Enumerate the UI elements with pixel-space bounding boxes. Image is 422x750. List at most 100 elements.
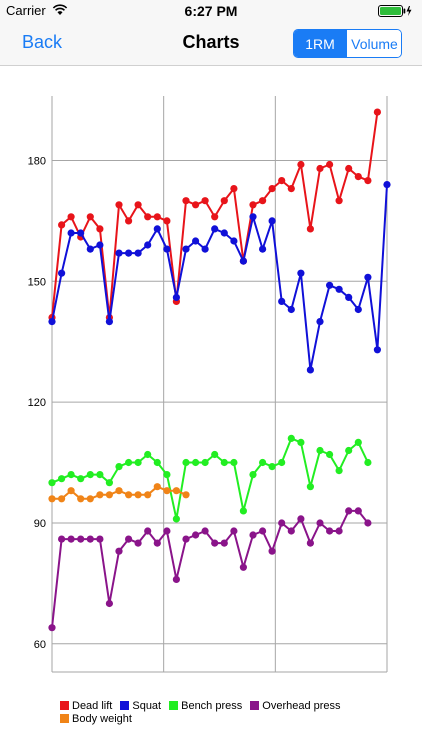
- overhead-press-point: [153, 539, 161, 547]
- back-button[interactable]: Back: [22, 32, 63, 52]
- bench-press-point: [48, 479, 56, 487]
- overhead-press-point: [48, 624, 56, 632]
- dead-lift-point: [230, 185, 238, 193]
- bench-press-point: [364, 458, 372, 467]
- legend-item: Dead lift: [60, 700, 112, 712]
- squat-point: [268, 217, 276, 225]
- bench-press-point: [345, 446, 353, 455]
- overhead-press-point: [364, 519, 372, 527]
- body-weight-point: [86, 495, 94, 503]
- carrier-label: Carrier: [6, 3, 46, 18]
- body-weight-point: [172, 487, 180, 495]
- squat-point: [373, 346, 381, 354]
- body-weight-point: [115, 487, 123, 495]
- body-weight-point: [125, 491, 133, 499]
- squat-point: [239, 257, 247, 265]
- battery-icon: [378, 5, 412, 17]
- y-tick-label: 150: [28, 276, 46, 288]
- body-weight-point: [67, 487, 75, 495]
- dead-lift-point: [153, 213, 161, 221]
- overhead-press-point: [354, 507, 362, 515]
- bench-press-point: [96, 471, 104, 479]
- dead-lift-point: [211, 213, 219, 221]
- overhead-press-point: [67, 535, 75, 543]
- body-weight-point: [153, 483, 161, 491]
- overhead-press-point: [125, 535, 133, 543]
- overhead-press-point: [239, 563, 247, 571]
- legend-label: Overhead press: [262, 699, 341, 712]
- segment-1rm[interactable]: 1RM: [294, 30, 347, 57]
- squat-point: [182, 245, 190, 253]
- bench-press-point: [192, 458, 200, 467]
- segment-volume[interactable]: Volume: [347, 30, 401, 57]
- overhead-press-point: [192, 531, 200, 539]
- bench-press-point: [125, 458, 133, 467]
- legend-label: Dead lift: [72, 699, 113, 712]
- squat-point: [201, 245, 209, 253]
- squat-point: [335, 285, 343, 293]
- overhead-press-point: [335, 527, 343, 535]
- bench-press-point: [211, 450, 219, 459]
- overhead-press-point: [134, 539, 142, 547]
- bench-press-point: [201, 458, 209, 467]
- dead-lift-point: [125, 217, 133, 225]
- bench-press-point: [335, 467, 343, 475]
- dead-lift-point: [306, 225, 314, 233]
- status-bar: Carrier 6:27 PM: [0, 0, 422, 22]
- legend-row: Dead lift Squat Bench press Overhead press: [60, 699, 400, 712]
- squat-point: [211, 225, 219, 233]
- squat-point: [115, 249, 123, 257]
- navigation-bar: Back Charts 1RM Volume: [0, 22, 422, 66]
- dead-lift-point: [373, 108, 381, 116]
- chart-legend: Dead lift Squat Bench press Overhead press B…: [60, 699, 400, 725]
- body-weight-point: [163, 487, 171, 495]
- metric-segmented-control: 1RM Volume: [293, 29, 402, 58]
- dead-lift-point: [192, 201, 200, 209]
- overhead-press-point: [345, 507, 353, 515]
- overhead-press-point: [182, 535, 190, 543]
- bench-press-point: [306, 483, 314, 491]
- overhead-press-point: [96, 535, 104, 543]
- squat-point: [144, 241, 152, 249]
- dead-lift-point: [335, 197, 343, 205]
- bench-press-point: [316, 446, 324, 455]
- bench-press-point: [297, 438, 305, 446]
- bench-press-point: [58, 475, 66, 483]
- body-weight-point: [58, 495, 66, 503]
- bench-press-point: [278, 458, 286, 467]
- squat-point: [67, 229, 75, 237]
- bench-press-point: [182, 458, 190, 467]
- bench-press-point: [249, 471, 257, 479]
- dead-lift-point: [96, 225, 104, 233]
- squat-point: [259, 245, 267, 253]
- bench-press-point: [134, 458, 142, 467]
- dead-lift-point: [297, 160, 305, 169]
- body-weight-point: [134, 491, 142, 499]
- body-weight-point: [77, 495, 85, 503]
- y-tick-label: 60: [34, 639, 46, 651]
- overhead-press-point: [211, 539, 219, 547]
- overhead-press-point: [77, 535, 85, 543]
- body-weight-point: [48, 495, 56, 503]
- overhead-press-point: [144, 527, 152, 535]
- squat-point: [134, 249, 142, 257]
- legend-swatch: [169, 701, 179, 710]
- bench-press-point: [115, 463, 123, 471]
- legend-item: Overhead press: [250, 699, 341, 712]
- squat-point: [354, 305, 362, 314]
- legend-label: Body weight: [72, 712, 132, 725]
- overhead-press-point: [306, 539, 314, 547]
- page-title: Charts: [182, 32, 240, 52]
- squat-point: [326, 281, 334, 289]
- dead-lift-point: [201, 197, 209, 205]
- overhead-press-line: [51, 509, 369, 628]
- squat-point: [249, 213, 257, 221]
- overhead-press-point: [115, 547, 123, 555]
- squat-point: [316, 318, 324, 326]
- overhead-press-point: [163, 527, 171, 535]
- dead-lift-point: [134, 201, 142, 209]
- body-weight-point: [144, 491, 152, 499]
- squat-point: [153, 225, 161, 233]
- squat-point: [163, 245, 171, 253]
- squat-point: [172, 293, 180, 301]
